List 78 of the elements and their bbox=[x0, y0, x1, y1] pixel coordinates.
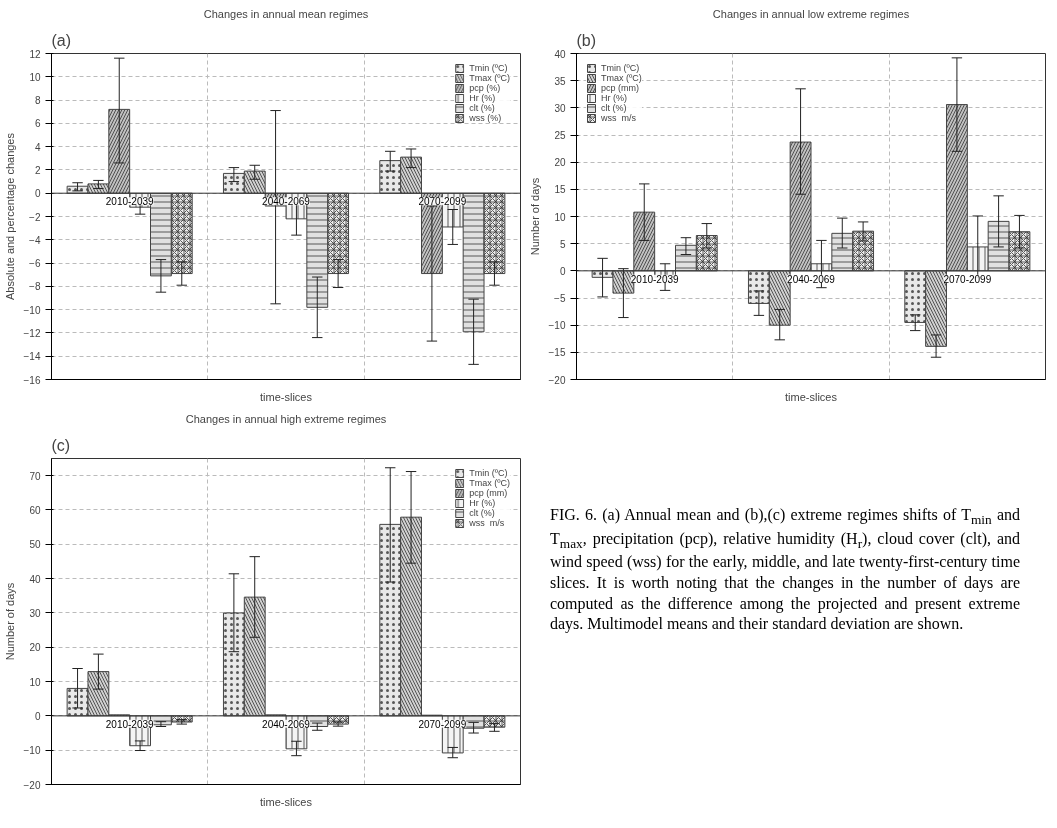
y-tick-label: −2 bbox=[29, 211, 41, 223]
x-tick-label: 2070-2099 bbox=[418, 196, 467, 208]
legend-label: pcp (mm) bbox=[601, 83, 639, 93]
y-tick-label: −8 bbox=[29, 281, 41, 293]
legend-label: clt (%) bbox=[469, 508, 495, 518]
y-tick-label: 0 bbox=[34, 188, 41, 200]
legend-label: Tmin (ºC) bbox=[469, 468, 508, 478]
y-axis-title: Number of days bbox=[3, 582, 16, 661]
y-tick-label: −10 bbox=[548, 320, 566, 332]
y-tick-label: 4 bbox=[34, 141, 41, 153]
y-tick-label: −5 bbox=[554, 293, 566, 304]
y-tick-label: 30 bbox=[554, 102, 566, 114]
y-tick-label: −14 bbox=[23, 351, 41, 363]
x-tick-label: 2070-2099 bbox=[418, 718, 467, 730]
chart-title: Changes in annual high extreme regimes bbox=[185, 412, 387, 425]
y-tick-label: 0 bbox=[34, 710, 41, 722]
legend-label: clt (%) bbox=[469, 103, 495, 113]
y-tick-label: 50 bbox=[29, 539, 41, 551]
x-tick-label: 2040-2069 bbox=[262, 196, 311, 208]
y-tick-label: −10 bbox=[23, 304, 41, 316]
y-tick-label: −20 bbox=[23, 779, 41, 791]
x-axis-title: time-slices bbox=[260, 795, 313, 808]
legend-label: wss m/s bbox=[469, 518, 505, 528]
legend-label: wss m/s bbox=[601, 113, 636, 123]
text: FIG. 6. (a) Annual mean and (b),(c) extreme regimes shifts of T$_{min}$ and T$_{max}$, precipitation (pcp), relative humidity (H$_{r}$), cloud cover (clt), and wind speed (wss) for the early, middle, and late twenty-first-century time slices. It is worth noting that the changes in the number of days are computed as the difference among the projected and present extreme days. Multimodel means and their standard deviation are shown. bbox=[550, 506, 1021, 633]
legend-label: wss (%) bbox=[469, 113, 502, 123]
y-tick-label: 10 bbox=[29, 71, 41, 83]
x-tick-label: 2070-2099 bbox=[943, 273, 992, 285]
y-tick-label: 70 bbox=[29, 470, 41, 482]
y-tick-label: 6 bbox=[34, 118, 41, 130]
y-tick-label: 20 bbox=[554, 157, 566, 169]
legend-label: Tmax (ºC) bbox=[469, 73, 510, 83]
x-axis-title: time-slices bbox=[260, 390, 313, 403]
x-tick-label: 2010-2039 bbox=[105, 196, 155, 208]
y-tick-label: 30 bbox=[29, 607, 41, 619]
y-tick-label: 10 bbox=[554, 211, 566, 223]
legend-label: clt (%) bbox=[601, 103, 627, 113]
x-tick-label: 2010-2039 bbox=[105, 718, 155, 730]
y-tick-label: −6 bbox=[29, 258, 41, 270]
y-axis-title: Absolute and percentage changes bbox=[3, 132, 16, 300]
y-axis-title: Number of days bbox=[528, 177, 541, 256]
x-axis-title: time-slices bbox=[785, 390, 838, 403]
y-tick-label: 5 bbox=[559, 238, 566, 250]
y-tick-label: −16 bbox=[23, 374, 41, 386]
y-tick-label: 60 bbox=[29, 504, 41, 516]
y-tick-label: 2 bbox=[34, 164, 41, 176]
legend-label: Tmax (ºC) bbox=[601, 73, 642, 83]
y-tick-label: 20 bbox=[29, 642, 41, 654]
legend-label: pcp (%) bbox=[469, 83, 501, 93]
legend-label: Hr (%) bbox=[469, 498, 496, 508]
y-tick-label: 40 bbox=[29, 573, 41, 585]
text: (b) bbox=[576, 31, 597, 49]
text: (c) bbox=[51, 436, 71, 454]
x-tick-label: 2040-2069 bbox=[787, 273, 836, 285]
legend-label: Tmin (ºC) bbox=[601, 63, 640, 73]
y-tick-label: 12 bbox=[29, 48, 41, 60]
x-tick-label: 2010-2039 bbox=[630, 273, 680, 285]
y-tick-label: 35 bbox=[554, 75, 566, 87]
text: (a) bbox=[51, 31, 72, 49]
legend-label: pcp (mm) bbox=[469, 488, 508, 498]
y-tick-label: −4 bbox=[29, 234, 41, 246]
y-tick-label: 0 bbox=[559, 265, 566, 277]
y-tick-label: 8 bbox=[34, 95, 41, 107]
chart-title: Changes in annual mean regimes bbox=[203, 7, 369, 20]
legend-label: Tmax (ºC) bbox=[469, 478, 510, 488]
y-tick-label: 25 bbox=[554, 130, 566, 141]
legend-label: Tmin (ºC) bbox=[469, 63, 508, 73]
y-tick-label: −12 bbox=[23, 327, 41, 339]
x-tick-label: 2040-2069 bbox=[262, 718, 311, 730]
y-tick-label: 15 bbox=[554, 184, 566, 196]
y-tick-label: 40 bbox=[554, 48, 566, 60]
y-tick-label: −10 bbox=[23, 745, 41, 757]
y-tick-label: −15 bbox=[548, 347, 566, 359]
legend-label: Hr (%) bbox=[469, 93, 496, 103]
y-tick-label: −20 bbox=[548, 374, 566, 386]
y-tick-label: 10 bbox=[29, 676, 41, 688]
chart-title: Changes in annual low extreme regimes bbox=[712, 7, 910, 20]
legend-label: Hr (%) bbox=[601, 93, 627, 103]
